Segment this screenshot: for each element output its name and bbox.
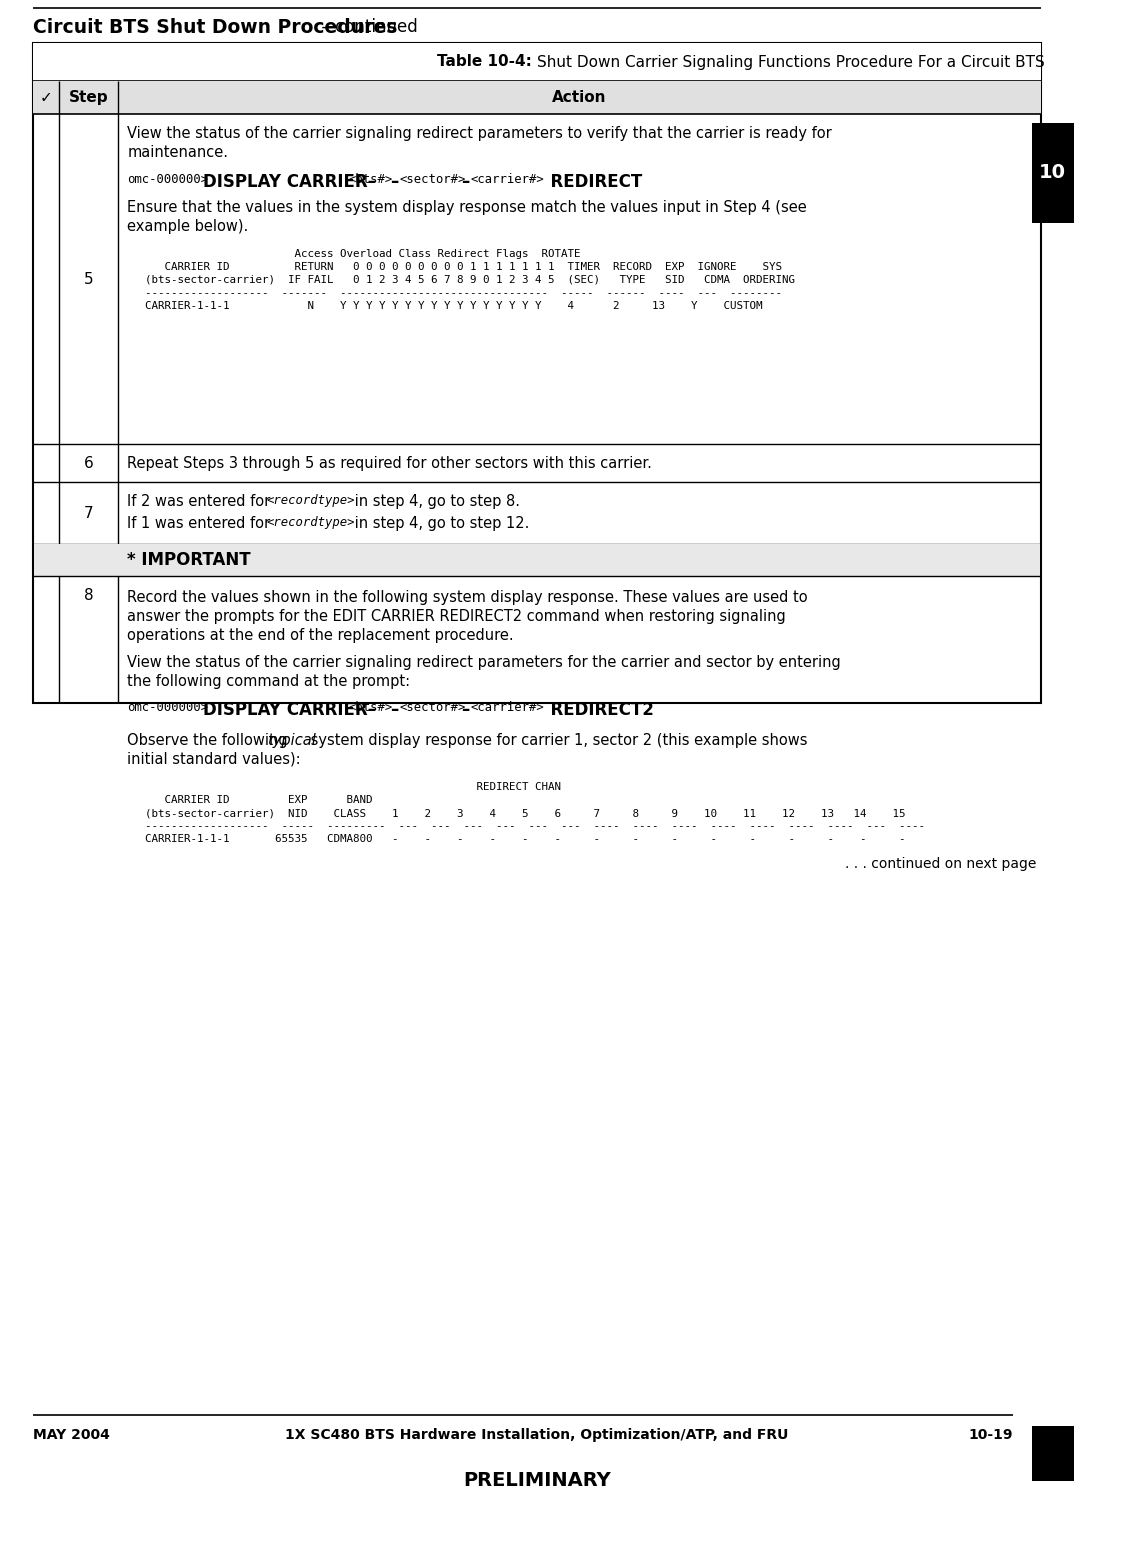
Text: DISPLAY CARRIER–: DISPLAY CARRIER–	[203, 173, 375, 191]
Text: (bts-sector-carrier)  IF FAIL   0 1 2 3 4 5 6 7 8 9 0 1 2 3 4 5  (SEC)   TYPE   : (bts-sector-carrier) IF FAIL 0 1 2 3 4 5…	[132, 275, 795, 285]
Text: If 2 was entered for: If 2 was entered for	[128, 494, 275, 509]
Text: View the status of the carrier signaling redirect parameters to verify that the : View the status of the carrier signaling…	[128, 127, 832, 140]
Text: MAY 2004: MAY 2004	[33, 1427, 109, 1443]
Text: 1X SC480 BTS Hardware Installation, Optimization/ATP, and FRU: 1X SC480 BTS Hardware Installation, Opti…	[285, 1427, 789, 1443]
Text: <sector#>: <sector#>	[399, 173, 466, 187]
Text: 6: 6	[83, 455, 93, 471]
Text: <carrier#>: <carrier#>	[470, 173, 544, 187]
Text: the following command at the prompt:: the following command at the prompt:	[128, 674, 410, 690]
Text: <recordtype>: <recordtype>	[267, 515, 356, 529]
Text: Action: Action	[552, 89, 606, 105]
Text: 7: 7	[83, 506, 93, 520]
Text: example below).: example below).	[128, 219, 249, 235]
Text: REDIRECT: REDIRECT	[539, 173, 642, 191]
Bar	[33, 43, 1041, 80]
Text: <bts#>: <bts#>	[349, 701, 393, 714]
Text: Step: Step	[68, 89, 108, 105]
Text: . . . continued on next page: . . . continued on next page	[845, 856, 1036, 870]
Bar	[1032, 123, 1074, 224]
Text: * IMPORTANT: * IMPORTANT	[128, 551, 251, 569]
Text: -------------------  -----  ---------  ---  ---  ---  ---  ---  ---  ----  ---- : ------------------- ----- --------- --- …	[132, 821, 925, 832]
Text: CARRIER-1-1-1            N    Y Y Y Y Y Y Y Y Y Y Y Y Y Y Y Y    4      2     13: CARRIER-1-1-1 N Y Y Y Y Y Y Y Y Y Y Y Y …	[132, 301, 763, 312]
Text: in step 4, go to step 8.: in step 4, go to step 8.	[350, 494, 520, 509]
Text: 10: 10	[1039, 164, 1066, 182]
Text: CARRIER ID         EXP      BAND: CARRIER ID EXP BAND	[132, 795, 373, 805]
Text: – continued: – continued	[311, 19, 417, 35]
Text: (bts-sector-carrier)  NID    CLASS    1    2    3    4    5    6     7     8    : (bts-sector-carrier) NID CLASS 1 2 3 4 5…	[132, 809, 905, 818]
Text: in step 4, go to step 12.: in step 4, go to step 12.	[350, 515, 529, 531]
Bar	[1032, 1426, 1074, 1481]
Text: Repeat Steps 3 through 5 as required for other sectors with this carrier.: Repeat Steps 3 through 5 as required for…	[128, 457, 652, 471]
Text: <recordtype>: <recordtype>	[267, 494, 356, 508]
Text: –: –	[461, 173, 469, 191]
Text: operations at the end of the replacement procedure.: operations at the end of the replacement…	[128, 628, 514, 643]
Text: <sector#>: <sector#>	[399, 701, 466, 714]
Text: system display response for carrier 1, sector 2 (this example shows: system display response for carrier 1, s…	[307, 733, 807, 748]
Text: <bts#>: <bts#>	[349, 173, 393, 187]
Text: typical: typical	[267, 733, 316, 748]
Text: -------------------  -------  --------------------------------  -----  ------  -: ------------------- ------- ------------…	[132, 289, 782, 298]
Text: maintenance.: maintenance.	[128, 145, 228, 160]
Text: CARRIER-1-1-1       65535   CDMA800   -    -    -    -    -    -     -     -    : CARRIER-1-1-1 65535 CDMA800 - - - - - - …	[132, 835, 905, 844]
Text: answer the prompts for the EDIT CARRIER REDIRECT2 command when restoring signali: answer the prompts for the EDIT CARRIER …	[128, 609, 785, 623]
Text: Ensure that the values in the system display response match the values input in : Ensure that the values in the system dis…	[128, 201, 807, 214]
Text: REDIRECT CHAN: REDIRECT CHAN	[132, 782, 561, 792]
Bar	[33, 80, 1041, 114]
Text: View the status of the carrier signaling redirect parameters for the carrier and: View the status of the carrier signaling…	[128, 654, 841, 670]
Text: Observe the following: Observe the following	[128, 733, 293, 748]
Text: Circuit BTS Shut Down Procedures: Circuit BTS Shut Down Procedures	[33, 19, 398, 37]
Text: DISPLAY CARRIER–: DISPLAY CARRIER–	[203, 701, 375, 719]
Text: 8: 8	[83, 588, 93, 603]
Text: –: –	[461, 701, 469, 719]
Text: CARRIER ID          RETURN   0 0 0 0 0 0 0 0 0 1 1 1 1 1 1 1  TIMER  RECORD  EXP: CARRIER ID RETURN 0 0 0 0 0 0 0 0 0 1 1 …	[132, 262, 782, 272]
Text: REDIRECT2: REDIRECT2	[539, 701, 653, 719]
Text: ✓: ✓	[40, 89, 52, 105]
Text: omc-000000>: omc-000000>	[128, 173, 209, 187]
Text: omc-000000>: omc-000000>	[128, 701, 209, 714]
Text: –: –	[390, 701, 398, 719]
Text: PRELIMINARY: PRELIMINARY	[463, 1470, 611, 1491]
Text: 5: 5	[83, 272, 93, 287]
Bar	[34, 545, 1040, 576]
Text: Shut Down Carrier Signaling Functions Procedure For a Circuit BTS: Shut Down Carrier Signaling Functions Pr…	[537, 54, 1044, 69]
Text: Table 10-4:: Table 10-4:	[437, 54, 537, 69]
Text: Record the values shown in the following system display response. These values a: Record the values shown in the following…	[128, 589, 808, 605]
Bar	[33, 43, 1041, 704]
Text: <carrier#>: <carrier#>	[470, 701, 544, 714]
Text: If 1 was entered for: If 1 was entered for	[128, 515, 275, 531]
Text: initial standard values):: initial standard values):	[128, 751, 301, 767]
Text: –: –	[390, 173, 398, 191]
Text: 10-19: 10-19	[968, 1427, 1012, 1443]
Text: Access Overload Class Redirect Flags  ROTATE: Access Overload Class Redirect Flags ROT…	[132, 248, 580, 259]
